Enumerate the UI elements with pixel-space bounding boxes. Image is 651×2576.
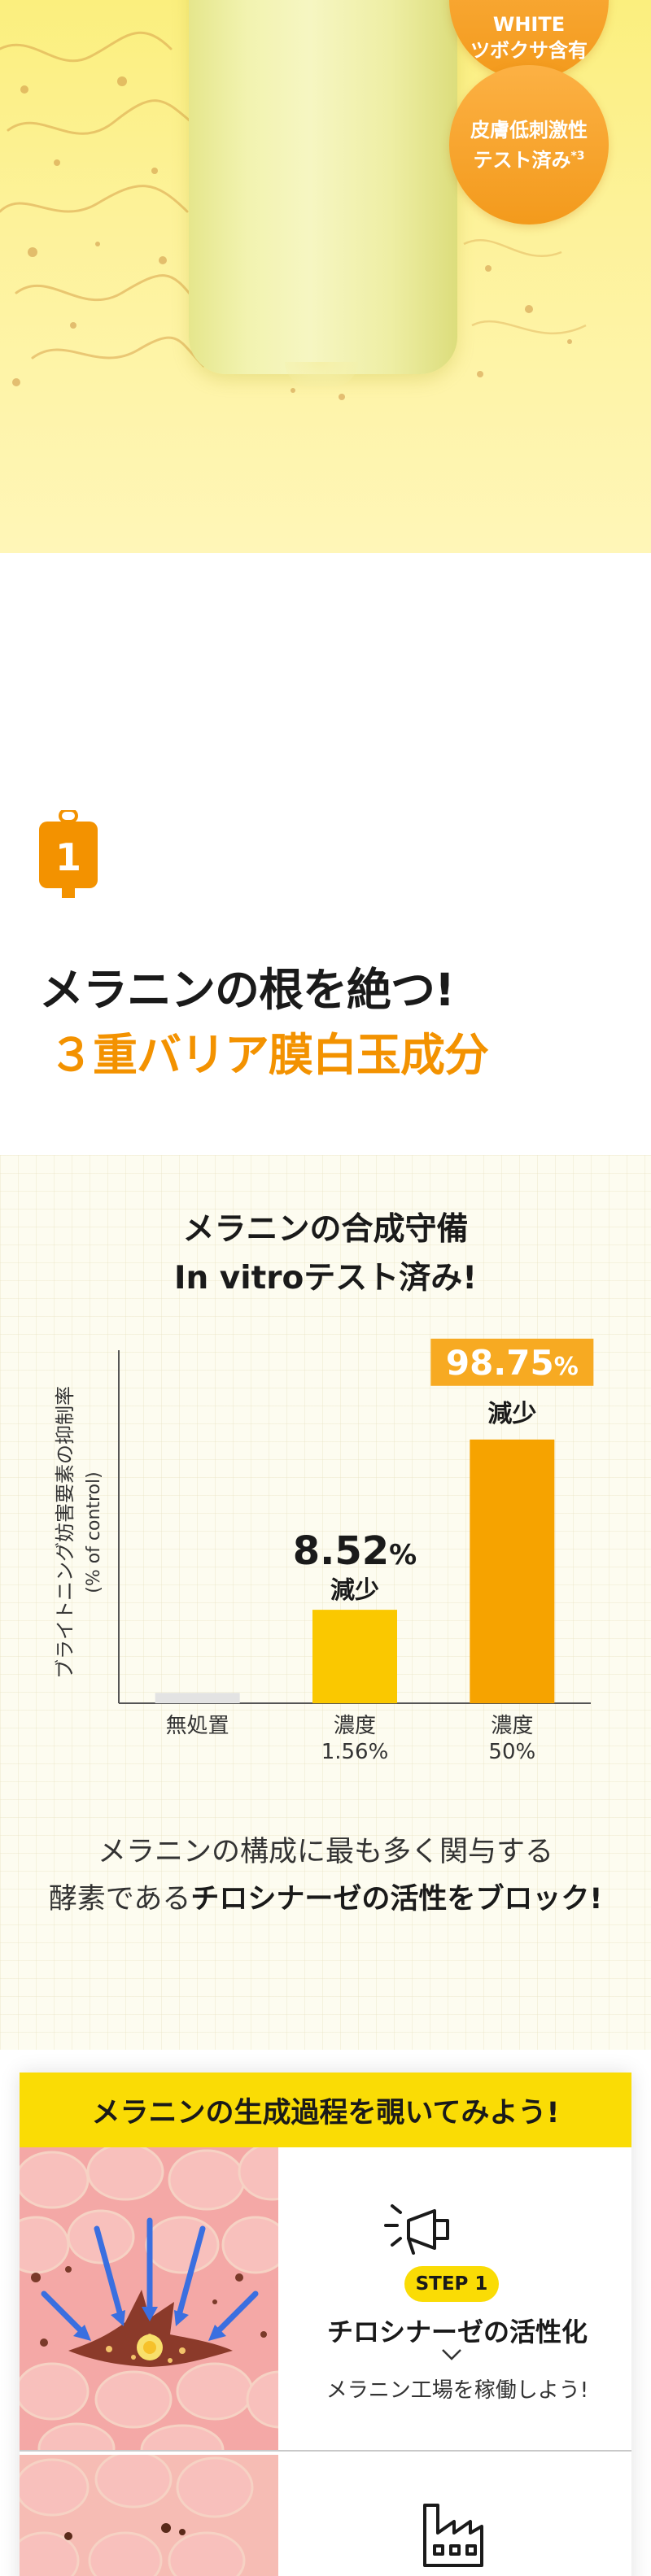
melanin-process-card: メラニンの生成過程を覗いてみよう!: [20, 2073, 631, 2576]
drip-bag-icon: 1: [39, 810, 98, 898]
x-tick-label: 無処置: [166, 1714, 229, 1738]
chart-description: メラニンの構成に最も多く関与する: [97, 1836, 553, 1868]
chart-title: メラニンの合成守備: [182, 1211, 469, 1248]
badge-text: テスト済み*3: [473, 148, 585, 172]
section-number: 1: [55, 835, 81, 879]
process-header: メラニンの生成過程を覗いてみよう!: [20, 2073, 631, 2147]
bar: [470, 1439, 555, 1703]
bar: [312, 1610, 397, 1703]
footnote-mark: *3: [570, 149, 585, 163]
highlight-box: [430, 1338, 594, 1386]
desc-bold: チロシナーゼの活性をブロック!: [190, 1883, 603, 1916]
step-title: チロシナーゼの活性化: [326, 2317, 588, 2347]
chart-description-emphasis: 酵素であるチロシナーゼの活性をブロック!: [0, 1876, 651, 1917]
hero-banner: WHITE ツボクサ含有 皮膚低刺激性 テスト済み*3: [0, 0, 651, 553]
skin-cell-illustration-2: [20, 2455, 278, 2576]
y-axis-unit: (% of control): [84, 1471, 104, 1593]
x-tick-label: 濃度: [334, 1714, 376, 1738]
data-label-sub: 減少: [487, 1400, 536, 1428]
section-title: メラニンの根を絶つ!: [39, 964, 455, 1016]
product-bottle: [189, 0, 457, 374]
x-tick-label: 1.56%: [321, 1740, 389, 1764]
y-axis-label: ブライトニング妨害要素の抑制率: [54, 1386, 76, 1679]
product-bottle-base: [285, 362, 358, 386]
badge-text: 皮膚低刺激性: [470, 118, 588, 142]
chevron-down-icon: [442, 2349, 461, 2360]
section-subtitle: ３重バリア膜白玉成分: [49, 1029, 489, 1081]
bar: [155, 1693, 240, 1703]
step-badge: STEP 1: [404, 2266, 499, 2302]
badge-text: ツボクサ含有: [470, 39, 588, 62]
x-tick-label: 濃度: [491, 1714, 533, 1738]
desc-prefix: 酵素である: [48, 1883, 191, 1916]
inhibition-bar-chart: ブライトニング妨害要素の抑制率 (% of control)無処置 濃度1.56%濃…: [54, 1338, 594, 1764]
low-irritation-badge: 皮膚低刺激性 テスト済み*3: [449, 65, 609, 224]
megaphone-icon: [384, 2204, 449, 2255]
step-divider: [20, 2450, 631, 2452]
data-label: 98.75%: [446, 1343, 579, 1383]
factory-icon: [423, 2504, 483, 2567]
data-label: 8.52%: [293, 1528, 417, 1574]
skin-cell-illustration: [20, 2147, 278, 2450]
chart-subtitle: In vitroテスト済み!: [173, 1260, 478, 1297]
step-subtitle: メラニン工場を稼働しよう!: [326, 2378, 589, 2403]
water-splash-illustration: [0, 31, 587, 400]
data-label-sub: 減少: [330, 1576, 379, 1605]
badge-text: WHITE: [492, 13, 566, 36]
x-tick-label: 50%: [488, 1740, 535, 1764]
